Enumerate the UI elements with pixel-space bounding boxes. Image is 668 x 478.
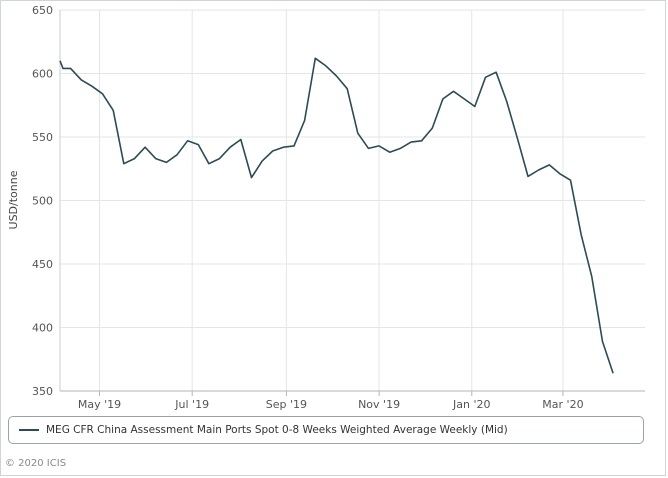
legend-series-label: MEG CFR China Assessment Main Ports Spot… bbox=[46, 424, 508, 436]
axes: 350 400 450 500 550 600 650 May '19 Jul '19 Sep '… bbox=[32, 4, 645, 411]
x-tick-label: Jan '20 bbox=[452, 398, 490, 411]
y-axis-title: USD/tonne bbox=[7, 170, 20, 229]
x-tick-label: Sep '19 bbox=[266, 398, 307, 411]
y-tick-label: 500 bbox=[32, 195, 53, 208]
x-tick-label: Jul '19 bbox=[174, 398, 209, 411]
y-tick-label: 650 bbox=[32, 4, 53, 17]
grid bbox=[60, 9, 645, 392]
y-tick-label: 450 bbox=[32, 258, 53, 271]
series-layer bbox=[59, 57, 614, 374]
y-tick-label: 600 bbox=[32, 68, 53, 81]
x-tick-label: Nov '19 bbox=[358, 398, 400, 411]
copyright-text: © 2020 ICIS bbox=[5, 458, 67, 469]
series-line bbox=[59, 57, 614, 374]
y-tick-label: 550 bbox=[32, 131, 53, 144]
legend[interactable]: MEG CFR China Assessment Main Ports Spot… bbox=[8, 416, 644, 444]
y-tick-label: 350 bbox=[32, 385, 53, 398]
x-tick-label: Mar '20 bbox=[542, 398, 583, 411]
legend-swatch bbox=[19, 429, 39, 431]
x-tick-label: May '19 bbox=[78, 398, 121, 411]
y-tick-label: 400 bbox=[32, 322, 53, 335]
